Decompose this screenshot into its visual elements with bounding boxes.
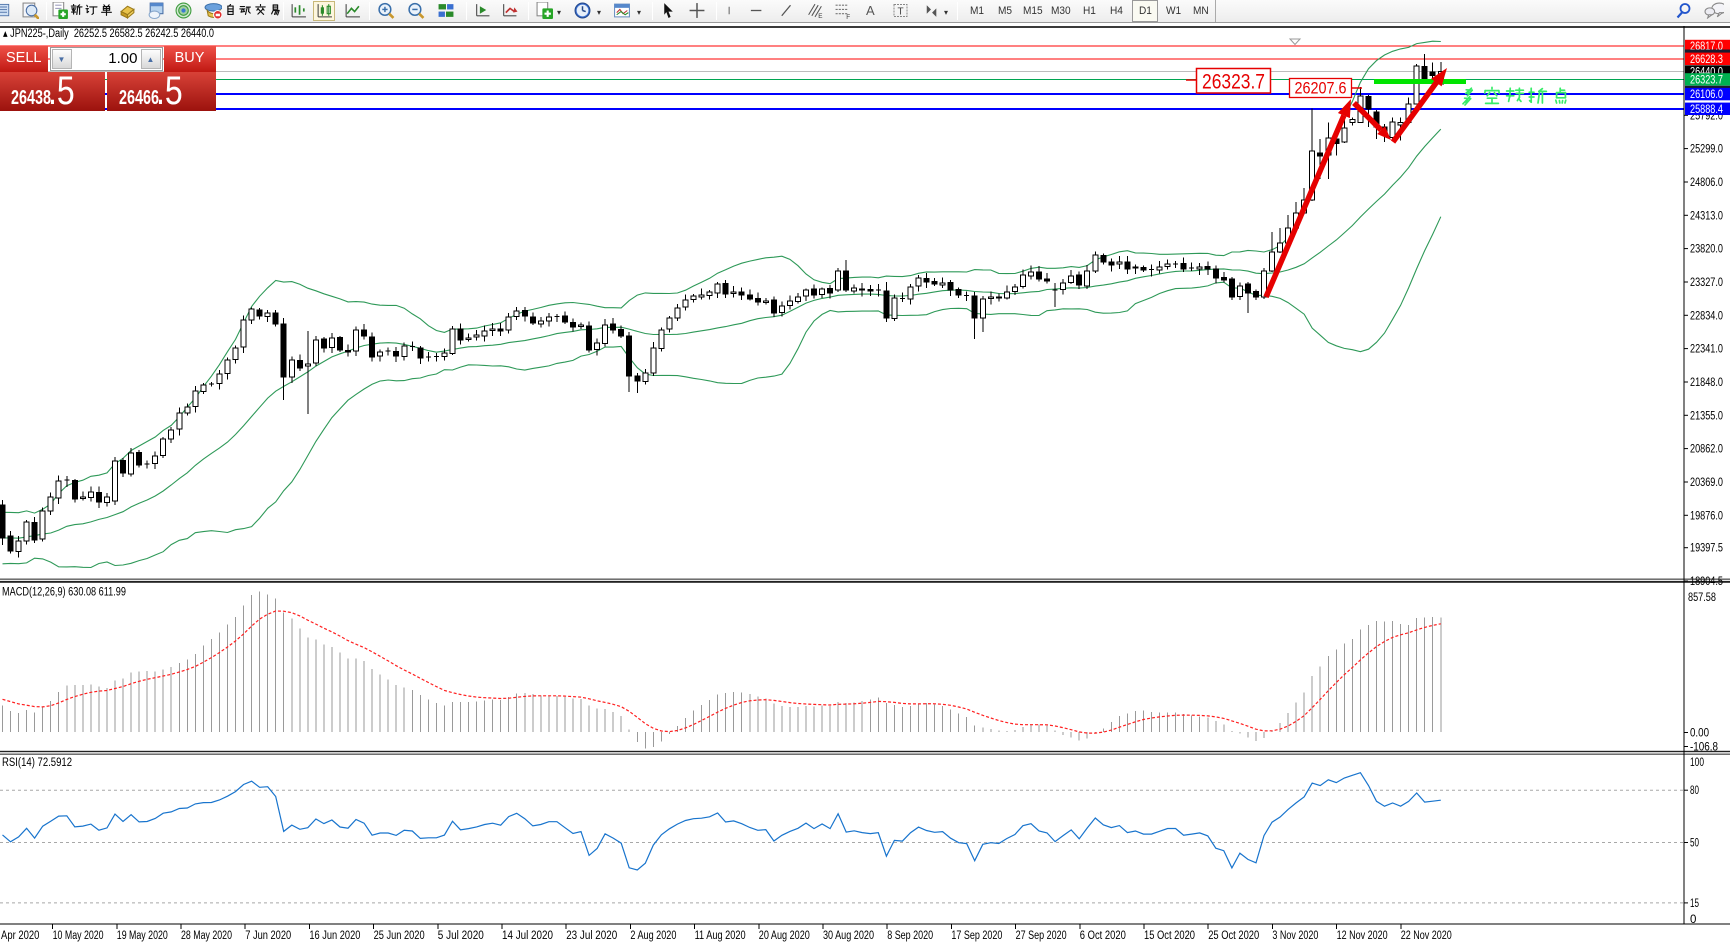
svg-text:19397.5: 19397.5: [1690, 543, 1723, 555]
svg-text:24806.0: 24806.0: [1690, 177, 1723, 189]
svg-text:RSI(14) 72.5912: RSI(14) 72.5912: [2, 757, 72, 769]
svg-text:19 May 2020: 19 May 2020: [117, 930, 168, 942]
svg-text:18904.5: 18904.5: [1690, 576, 1723, 588]
svg-text:11 Aug 2020: 11 Aug 2020: [695, 930, 746, 942]
svg-text:25 Jun 2020: 25 Jun 2020: [374, 930, 425, 942]
svg-text:15: 15: [1690, 898, 1699, 910]
svg-text:22 Nov 2020: 22 Nov 2020: [1401, 930, 1452, 942]
svg-text:25 Oct 2020: 25 Oct 2020: [1208, 930, 1259, 942]
svg-text:F: F: [846, 14, 850, 19]
svg-text:5 Jul 2020: 5 Jul 2020: [438, 930, 484, 942]
svg-text:E: E: [818, 13, 822, 19]
svg-text:MACD(12,26,9) 630.08 611.99: MACD(12,26,9) 630.08 611.99: [2, 587, 126, 599]
svg-text:23820.0: 23820.0: [1690, 244, 1723, 256]
svg-text:2 Aug 2020: 2 Aug 2020: [630, 930, 676, 942]
svg-text:28 May 2020: 28 May 2020: [181, 930, 232, 942]
svg-text:20862.0: 20862.0: [1690, 444, 1723, 456]
svg-text:22341.0: 22341.0: [1690, 344, 1723, 356]
svg-text:23 Jul 2020: 23 Jul 2020: [566, 930, 617, 942]
svg-text:24313.0: 24313.0: [1690, 210, 1723, 222]
svg-text:0: 0: [1690, 914, 1696, 926]
svg-text:30 Aug 2020: 30 Aug 2020: [823, 930, 874, 942]
svg-text:26207.6: 26207.6: [1295, 79, 1347, 98]
svg-text:14 Jul 2020: 14 Jul 2020: [502, 930, 553, 942]
svg-text:7 Jun 2020: 7 Jun 2020: [245, 930, 291, 942]
svg-text:100: 100: [1690, 757, 1704, 769]
svg-text:25299.0: 25299.0: [1690, 144, 1723, 156]
svg-text:8 Sep 2020: 8 Sep 2020: [887, 930, 933, 942]
svg-text:-106.8: -106.8: [1690, 742, 1718, 754]
svg-text:0.00: 0.00: [1690, 728, 1709, 740]
svg-text:3 Nov 2020: 3 Nov 2020: [1272, 930, 1318, 942]
svg-text:19876.0: 19876.0: [1690, 510, 1723, 522]
svg-text:10 May 2020: 10 May 2020: [53, 930, 104, 942]
svg-text:15 Oct 2020: 15 Oct 2020: [1144, 930, 1195, 942]
svg-text:12 Nov 2020: 12 Nov 2020: [1337, 930, 1388, 942]
svg-text:16 Jun 2020: 16 Jun 2020: [309, 930, 360, 942]
svg-text:22834.0: 22834.0: [1690, 310, 1723, 322]
svg-text:21848.0: 21848.0: [1690, 377, 1723, 389]
svg-text:17 Sep 2020: 17 Sep 2020: [951, 930, 1002, 942]
svg-text:▴ JPN225-,Daily 26252.5 26582: ▴ JPN225-,Daily 26252.5 26582.5 26242.5 …: [3, 28, 214, 40]
svg-text:857.58: 857.58: [1688, 592, 1716, 604]
svg-text:80: 80: [1690, 785, 1699, 797]
svg-text:23327.0: 23327.0: [1690, 277, 1723, 289]
svg-text:T: T: [898, 7, 904, 18]
svg-text:21355.0: 21355.0: [1690, 410, 1723, 422]
svg-text:26106.0: 26106.0: [1690, 89, 1723, 101]
svg-text:50: 50: [1690, 838, 1699, 850]
svg-text:25888.4: 25888.4: [1690, 104, 1723, 116]
svg-text:30 Apr 2020: 30 Apr 2020: [0, 930, 39, 942]
svg-text:20369.0: 20369.0: [1690, 477, 1723, 489]
svg-text:20 Aug 2020: 20 Aug 2020: [759, 930, 810, 942]
svg-text:27 Sep 2020: 27 Sep 2020: [1016, 930, 1067, 942]
svg-text:6 Oct 2020: 6 Oct 2020: [1080, 930, 1126, 942]
svg-text:26628.3: 26628.3: [1690, 54, 1723, 66]
svg-text:26323.7: 26323.7: [1202, 71, 1265, 94]
svg-text:26323.7: 26323.7: [1690, 74, 1723, 86]
